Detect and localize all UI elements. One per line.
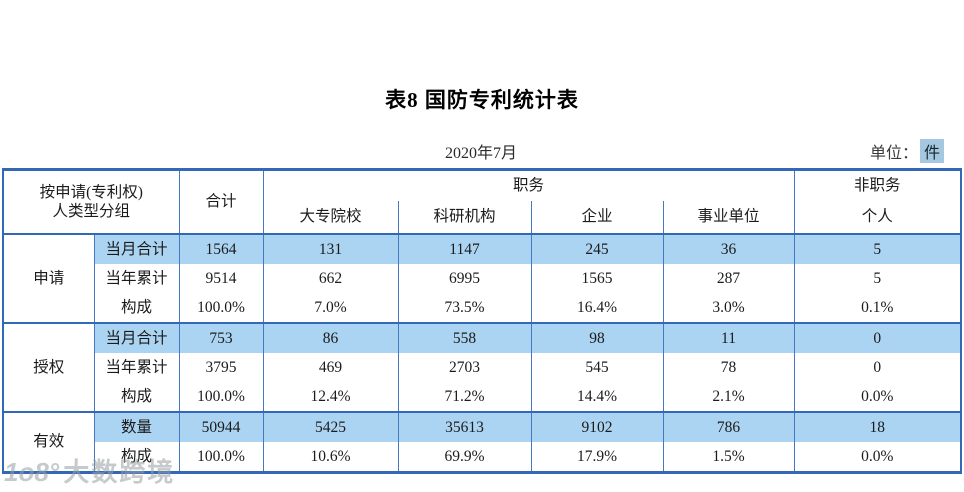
row-label: 当月合计	[93, 322, 180, 353]
header-grouping-line2: 人类型分组	[52, 203, 131, 220]
cell-value: 7.0%	[262, 293, 399, 323]
row-label: 当月合计	[93, 233, 180, 264]
cell-value: 10.6%	[262, 442, 399, 473]
cell-value: 12.4%	[262, 382, 399, 412]
cell-value: 287	[662, 264, 795, 293]
table-row: 构成 100.0% 7.0% 73.5% 16.4% 3.0% 0.1%	[3, 293, 962, 323]
cell-value: 0.0%	[793, 442, 962, 473]
header-individual: 个人	[793, 201, 962, 234]
header-public-institution: 事业单位	[662, 201, 795, 234]
cell-value: 100.0%	[178, 293, 264, 323]
cell-value: 17.9%	[530, 442, 664, 473]
table-row: 授权 当月合计 753 86 558 98 11 0	[2, 322, 962, 412]
table-row: 当年累计 3795 469 2703 545 78 0	[3, 353, 962, 382]
header-nonduty-group: 非职务	[793, 169, 962, 201]
watermark-text: 大数跨境	[63, 457, 176, 487]
header-grouping-line1: 按申请(专利权)	[39, 183, 143, 201]
header-enterprise: 企业	[530, 201, 664, 234]
cell-value: 86	[262, 322, 399, 353]
table-row: 申请 当月合计 1564 131 1147 245 36 5	[2, 233, 962, 323]
cell-value: 0	[793, 322, 962, 353]
cell-value: 14.4%	[530, 382, 664, 412]
cell-value: 78	[662, 353, 795, 382]
cell-value: 35613	[397, 411, 532, 442]
cell-value: 9102	[530, 411, 664, 442]
cell-value: 0.0%	[793, 382, 962, 412]
table-row: 构成 100.0% 10.6% 69.9% 17.9% 1.5% 0.0%	[3, 442, 962, 473]
cell-value: 753	[178, 322, 264, 353]
table-row: 当年累计 9514 662 6995 1565 287 5	[3, 264, 962, 293]
cell-value: 1565	[530, 264, 664, 293]
cell-value: 5	[793, 233, 962, 264]
cell-value: 98	[530, 322, 664, 353]
group-label-grant: 授权	[2, 322, 95, 412]
header-duty-group: 职务	[262, 169, 795, 201]
cell-value: 16.4%	[530, 293, 664, 323]
cell-value: 469	[262, 353, 399, 382]
cell-value: 545	[530, 353, 664, 382]
cell-value: 9514	[178, 264, 264, 293]
cell-value: 245	[530, 233, 664, 264]
unit-note: 单位：件	[870, 139, 944, 163]
row-label: 构成	[93, 442, 180, 473]
row-label: 当年累计	[93, 264, 180, 293]
unit-value-highlighted: 件	[919, 139, 944, 163]
group-label-valid: 有效	[2, 411, 95, 473]
cell-value: 1147	[397, 233, 532, 264]
subtitle-row: 2020年7月 单位：件	[2, 139, 960, 163]
row-label: 当年累计	[93, 353, 180, 382]
cell-value: 131	[262, 233, 399, 264]
cell-value: 69.9%	[397, 442, 532, 473]
cell-value: 1.5%	[662, 442, 795, 473]
cell-value: 36	[662, 233, 795, 264]
cell-value: 786	[662, 411, 795, 442]
cell-value: 1564	[178, 233, 264, 264]
table-row: 有效 数量 50944 5425 35613 9102 786 18	[2, 411, 962, 473]
report-period: 2020年7月	[444, 145, 517, 162]
page-title: 表8 国防专利统计表	[385, 88, 579, 112]
cell-value: 558	[397, 322, 532, 353]
header-grouping-column: 按申请(专利权) 人类型分组	[2, 169, 180, 234]
cell-value: 3795	[178, 353, 264, 382]
cell-value: 3.0%	[662, 293, 795, 323]
group-label-apply: 申请	[2, 233, 95, 323]
table-row: 构成 100.0% 12.4% 71.2% 14.4% 2.1% 0.0%	[3, 382, 962, 412]
row-label: 构成	[93, 293, 180, 323]
cell-value: 6995	[397, 264, 532, 293]
cell-value: 0	[793, 353, 962, 382]
cell-value: 11	[662, 322, 795, 353]
header-research-institute: 科研机构	[397, 201, 532, 234]
cell-value: 0.1%	[793, 293, 962, 323]
watermark-logo: 1o8° 大数跨境	[4, 452, 175, 489]
patent-statistics-table: 按申请(专利权) 人类型分组 合计 职务 非职务 大专院校 科研机构 企业 事业…	[2, 168, 963, 474]
cell-value: 5	[793, 264, 962, 293]
row-label: 构成	[93, 382, 180, 412]
cell-value: 2703	[397, 353, 532, 382]
cell-value: 18	[793, 411, 962, 442]
header-total: 合计	[178, 169, 264, 234]
cell-value: 100.0%	[178, 442, 264, 473]
cell-value: 71.2%	[397, 382, 532, 412]
cell-value: 73.5%	[397, 293, 532, 323]
cell-value: 2.1%	[662, 382, 795, 412]
row-label: 数量	[93, 411, 180, 442]
header-college: 大专院校	[262, 201, 399, 234]
unit-label: 单位：	[869, 145, 918, 162]
cell-value: 5425	[262, 411, 399, 442]
cell-value: 662	[262, 264, 399, 293]
cell-value: 50944	[178, 411, 264, 442]
cell-value: 100.0%	[178, 382, 264, 412]
watermark-icon: 1o8°	[4, 457, 60, 487]
